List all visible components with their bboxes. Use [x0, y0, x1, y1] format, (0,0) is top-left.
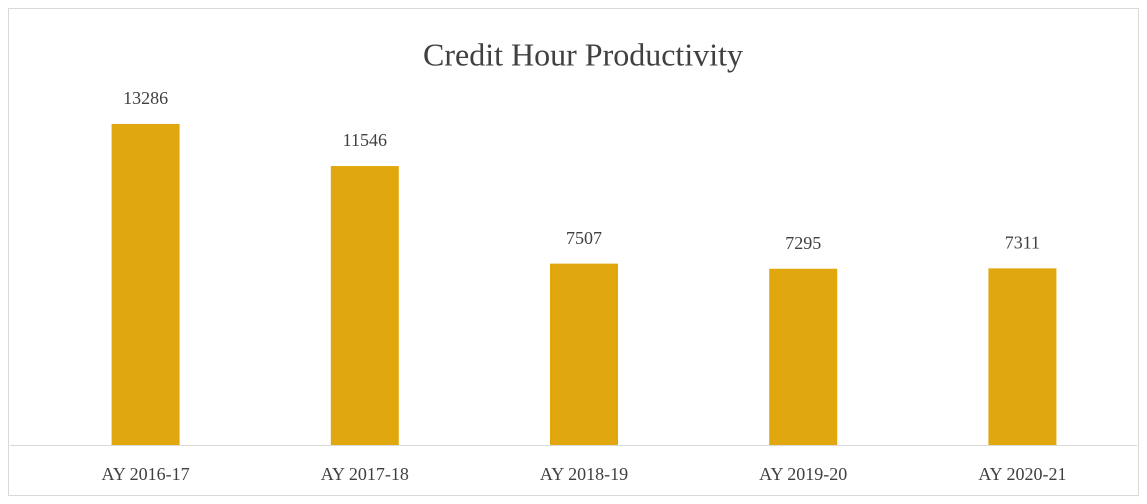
x-tick-label: AY 2019-20	[759, 464, 847, 484]
data-label: 7295	[785, 233, 821, 253]
x-tick-label: AY 2018-19	[540, 464, 628, 484]
x-tick-label: AY 2020-21	[978, 464, 1066, 484]
bar	[550, 263, 618, 445]
data-label: 7507	[566, 228, 602, 248]
chart-title: Credit Hour Productivity	[423, 36, 743, 72]
bar	[111, 124, 180, 445]
data-label: 7311	[1005, 232, 1040, 252]
bar	[769, 268, 838, 445]
x-tick-label: AY 2016-17	[102, 464, 190, 484]
data-label: 13286	[123, 88, 168, 108]
data-label: 11546	[343, 130, 387, 150]
bar	[988, 268, 1057, 445]
x-tick-label: AY 2017-18	[321, 464, 409, 484]
bar	[330, 166, 399, 445]
